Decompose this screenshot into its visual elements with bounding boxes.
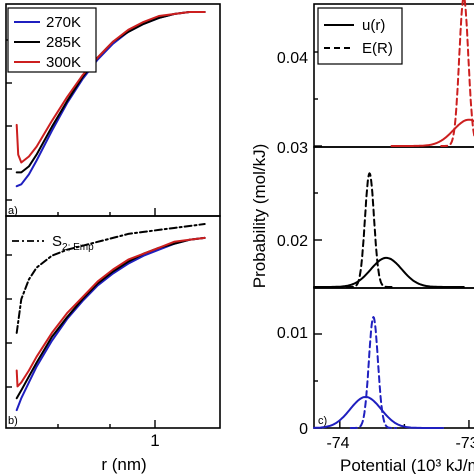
y-axis-title-right: Probability (mol/kJ) <box>250 144 269 289</box>
panel-c-black-E-R-curve <box>345 172 394 288</box>
panel-b-series-270k <box>15 236 206 412</box>
panel-c-label: c) <box>318 415 327 427</box>
legend-270k-label: 270K <box>46 14 81 31</box>
y-tick-0: 0 <box>299 421 308 438</box>
panel-b-label: b) <box>8 415 18 427</box>
panel-b-series-s2-emp <box>15 223 206 334</box>
panel-a-legend: 270K 285K 300K <box>7 7 97 73</box>
panel-b-frame <box>5 215 221 429</box>
legend-u-label: u(r) <box>362 17 385 34</box>
x-axis-title-right: Potential (10³ kJ/m <box>340 456 474 474</box>
panel-c-legend: u(r) E(R) <box>317 7 403 65</box>
legend-285k-label: 285K <box>46 34 81 51</box>
panel-b-curves <box>15 223 206 412</box>
legend-300k-label: 300K <box>46 54 81 71</box>
panel-c-blue-E-R-curve <box>349 316 397 429</box>
panel-c-red-u-r-curve <box>390 118 474 147</box>
x-axis-title-left: r (nm) <box>101 455 146 474</box>
legend-s2emp-label: S2; Emp <box>52 233 94 253</box>
panel-c-bot-frame <box>313 287 474 429</box>
left-panels: 270K 285K 300K a) S2; Emp b) 1 r (nm) <box>5 3 221 474</box>
x-tick-label-1: 1 <box>150 431 159 450</box>
panel-b-series-300k <box>15 236 206 388</box>
x-tick--73: -73 <box>455 435 474 452</box>
y-tick-0.04: 0.04 <box>277 50 308 67</box>
y-tick-0.01: 0.01 <box>277 325 308 342</box>
right-axis-ticks <box>314 51 470 429</box>
panel-b-series-285k <box>15 236 206 400</box>
panel-c-black-u-r-curve <box>313 256 465 288</box>
panel-a-label: a) <box>8 205 18 217</box>
y-tick-0.03: 0.03 <box>277 140 308 157</box>
panel-c-red-E-R-curve <box>440 0 474 147</box>
panel-c-mid-frame <box>313 146 474 289</box>
y-tick-0.02: 0.02 <box>277 233 308 250</box>
panel-b-legend: S2; Emp <box>12 233 94 253</box>
panel-c-blue-u-r-curve <box>313 396 445 429</box>
panel-c-curves <box>313 0 474 429</box>
left-axis-ticks <box>6 39 156 428</box>
right-panel: 0.04 0.03 0.02 0.01 0 -74 -73 Probabilit… <box>250 0 474 474</box>
x-tick--74: -74 <box>326 435 349 452</box>
legend-e-label: E(R) <box>362 40 393 57</box>
